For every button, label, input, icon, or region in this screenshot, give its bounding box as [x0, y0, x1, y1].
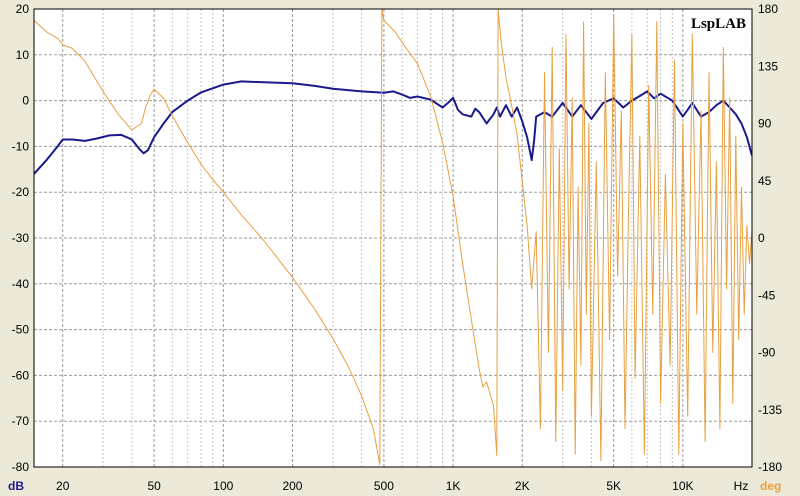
y-left-tick-label: -30: [12, 231, 30, 245]
y-left-tick-label: -20: [12, 185, 30, 199]
y-left-tick-label: 0: [22, 94, 29, 108]
y-left-tick-label: -50: [12, 323, 30, 337]
x-tick-label: 500: [374, 479, 394, 493]
x-tick-label: 10K: [672, 479, 693, 493]
y-right-tick-label: 90: [758, 117, 772, 131]
y-right-tick-label: -180: [758, 460, 782, 474]
y-right-tick-label: 180: [758, 2, 778, 16]
tick-labels: 20100-10-20-30-40-50-60-70-8018013590450…: [12, 2, 783, 493]
plot-border: [33, 8, 753, 468]
x-tick-label: 5K: [606, 479, 621, 493]
y-left-tick-label: -10: [12, 139, 30, 153]
x-tick-label: 2K: [515, 479, 530, 493]
x-tick-label: 200: [282, 479, 302, 493]
y-left-tick-label: 20: [16, 2, 30, 16]
x-tick-label: 20: [56, 479, 70, 493]
series-line-phase: [34, 9, 752, 465]
x-tick-label: 1K: [446, 479, 461, 493]
y-left-tick-label: -70: [12, 414, 30, 428]
x-tick-label: 100: [213, 479, 233, 493]
y-right-tick-label: 135: [758, 59, 778, 73]
y-right-tick-label: 45: [758, 174, 772, 188]
watermark-logo: LspLAB: [691, 16, 746, 32]
y-left-tick-label: -40: [12, 277, 30, 291]
x-tick-label: 50: [147, 479, 161, 493]
y-left-tick-label: -80: [12, 460, 30, 474]
y-right-tick-label: 0: [758, 231, 765, 245]
y-left-tick-label: 10: [16, 48, 30, 62]
x-unit-label: Hz: [734, 479, 749, 493]
y-left-unit-label: dB: [8, 479, 24, 493]
y-right-tick-label: -135: [758, 403, 782, 417]
y-right-unit-label: deg: [760, 479, 781, 493]
y-left-tick-label: -60: [12, 368, 30, 382]
series-line-magnitude: [34, 80, 752, 175]
y-right-tick-label: -45: [758, 288, 776, 302]
y-right-tick-label: -90: [758, 346, 776, 360]
series-layer: [34, 9, 752, 465]
